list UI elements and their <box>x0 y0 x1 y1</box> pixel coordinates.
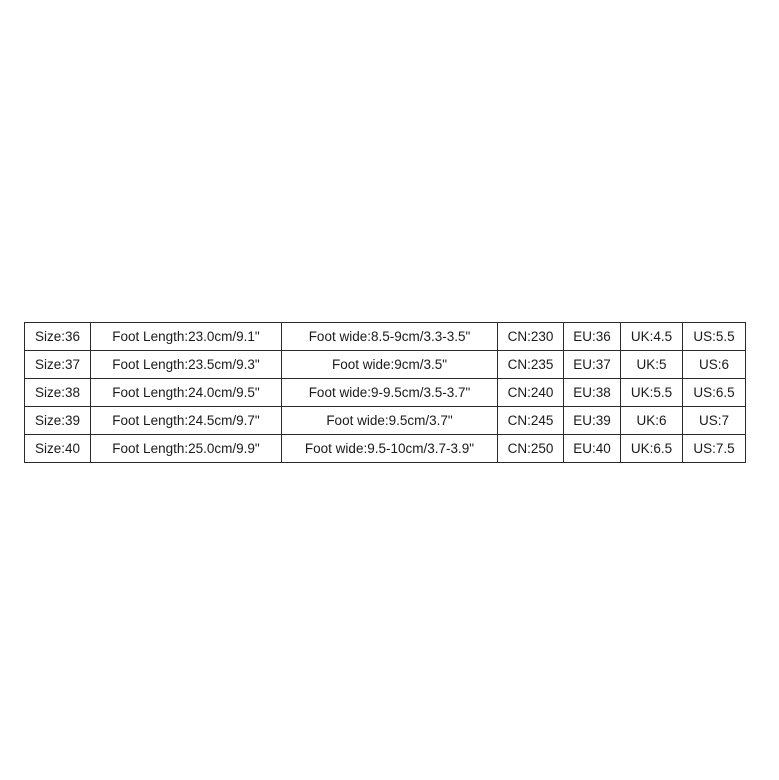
cell-cn-size: CN:250 <box>497 434 564 463</box>
cell-foot-length: Foot Length:23.0cm/9.1" <box>90 322 282 351</box>
table-row: Size:36 Foot Length:23.0cm/9.1" Foot wide:… <box>24 322 746 351</box>
cell-eu-size: EU:38 <box>563 378 621 407</box>
cell-size: Size:38 <box>24 378 91 407</box>
cell-size: Size:39 <box>24 406 91 435</box>
cell-eu-size: EU:36 <box>563 322 621 351</box>
cell-foot-wide: Foot wide:9.5cm/3.7" <box>281 406 498 435</box>
cell-cn-size: CN:240 <box>497 378 564 407</box>
cell-foot-length: Foot Length:25.0cm/9.9" <box>90 434 282 463</box>
cell-eu-size: EU:40 <box>563 434 621 463</box>
cell-foot-wide: Foot wide:8.5-9cm/3.3-3.5" <box>281 322 498 351</box>
table-row: Size:38 Foot Length:24.0cm/9.5" Foot wide:… <box>24 378 746 407</box>
cell-us-size: US:7.5 <box>682 434 746 463</box>
cell-size: Size:37 <box>24 350 91 379</box>
table-row: Size:39 Foot Length:24.5cm/9.7" Foot wide:… <box>24 406 746 435</box>
cell-eu-size: EU:37 <box>563 350 621 379</box>
cell-foot-wide: Foot wide:9cm/3.5" <box>281 350 498 379</box>
cell-uk-size: UK:4.5 <box>620 322 683 351</box>
cell-us-size: US:6.5 <box>682 378 746 407</box>
cell-size: Size:36 <box>24 322 91 351</box>
cell-cn-size: CN:245 <box>497 406 564 435</box>
table-row: Size:40 Foot Length:25.0cm/9.9" Foot wide:… <box>24 434 746 463</box>
size-chart-body: Size:36 Foot Length:23.0cm/9.1" Foot wide:… <box>24 322 746 463</box>
cell-foot-wide: Foot wide:9.5-10cm/3.7-3.9" <box>281 434 498 463</box>
cell-us-size: US:5.5 <box>682 322 746 351</box>
cell-us-size: US:6 <box>682 350 746 379</box>
size-chart-table: Size:36 Foot Length:23.0cm/9.1" Foot wide:… <box>24 322 746 463</box>
cell-cn-size: CN:230 <box>497 322 564 351</box>
cell-foot-wide: Foot wide:9-9.5cm/3.5-3.7" <box>281 378 498 407</box>
cell-uk-size: UK:6 <box>620 406 683 435</box>
cell-size: Size:40 <box>24 434 91 463</box>
cell-foot-length: Foot Length:24.0cm/9.5" <box>90 378 282 407</box>
cell-uk-size: UK:5 <box>620 350 683 379</box>
cell-uk-size: UK:5.5 <box>620 378 683 407</box>
cell-uk-size: UK:6.5 <box>620 434 683 463</box>
cell-us-size: US:7 <box>682 406 746 435</box>
cell-eu-size: EU:39 <box>563 406 621 435</box>
cell-foot-length: Foot Length:24.5cm/9.7" <box>90 406 282 435</box>
table-row: Size:37 Foot Length:23.5cm/9.3" Foot wide:… <box>24 350 746 379</box>
cell-foot-length: Foot Length:23.5cm/9.3" <box>90 350 282 379</box>
cell-cn-size: CN:235 <box>497 350 564 379</box>
